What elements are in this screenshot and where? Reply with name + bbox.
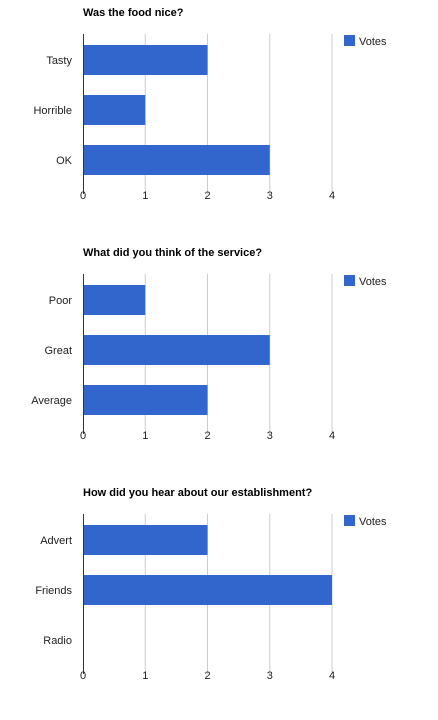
- category-label: Tasty: [46, 55, 72, 67]
- bar-ok: [83, 145, 270, 175]
- legend-label: Votes: [359, 516, 387, 528]
- category-label: OK: [56, 155, 73, 167]
- legend-swatch: [344, 35, 355, 46]
- category-label: Average: [31, 395, 72, 407]
- bar-poor: [83, 285, 146, 315]
- chart-service: What did you think of the service? Poor G…: [0, 240, 438, 480]
- chart-hear-svg: How did you hear about our establishment…: [35, 487, 387, 682]
- chart-title: How did you hear about our establishment…: [83, 487, 312, 499]
- category-label: Horrible: [33, 105, 72, 117]
- x-tick-label: 4: [329, 670, 335, 682]
- chart-food-svg: Was the food nice? Tasty Horrible OK 0 1 2 3 4 V…: [33, 7, 387, 202]
- chart-title: What did you think of the service?: [83, 247, 262, 259]
- category-label: Poor: [49, 295, 73, 307]
- chart-service-svg: What did you think of the service? Poor G…: [31, 247, 387, 442]
- x-tick-label: 1: [142, 430, 148, 442]
- x-tick-label: 2: [204, 670, 210, 682]
- x-tick-label: 0: [80, 430, 86, 442]
- chart-title: Was the food nice?: [83, 7, 184, 19]
- category-label: Friends: [35, 585, 72, 597]
- x-tick-label: 4: [329, 190, 335, 202]
- x-tick-label: 3: [267, 430, 273, 442]
- x-tick-label: 1: [142, 190, 148, 202]
- legend-label: Votes: [359, 276, 387, 288]
- chart-food: Was the food nice? Tasty Horrible OK 0 1 2 3 4 V…: [0, 0, 438, 240]
- x-tick-label: 2: [204, 430, 210, 442]
- x-tick-label: 3: [267, 190, 273, 202]
- x-tick-label: 2: [204, 190, 210, 202]
- chart-hear: How did you hear about our establishment…: [0, 480, 438, 720]
- category-label: Radio: [43, 635, 72, 647]
- x-tick-label: 3: [267, 670, 273, 682]
- bar-horrible: [83, 95, 146, 125]
- legend-swatch: [344, 275, 355, 286]
- bar-friends: [83, 575, 332, 605]
- bar-advert: [83, 525, 208, 555]
- x-tick-label: 0: [80, 670, 86, 682]
- bar-great: [83, 335, 270, 365]
- bar-tasty: [83, 45, 208, 75]
- x-tick-label: 1: [142, 670, 148, 682]
- category-label: Advert: [40, 535, 72, 547]
- x-tick-label: 4: [329, 430, 335, 442]
- legend-swatch: [344, 515, 355, 526]
- category-label: Great: [44, 345, 72, 357]
- bar-average: [83, 385, 208, 415]
- legend-label: Votes: [359, 36, 387, 48]
- x-tick-label: 0: [80, 190, 86, 202]
